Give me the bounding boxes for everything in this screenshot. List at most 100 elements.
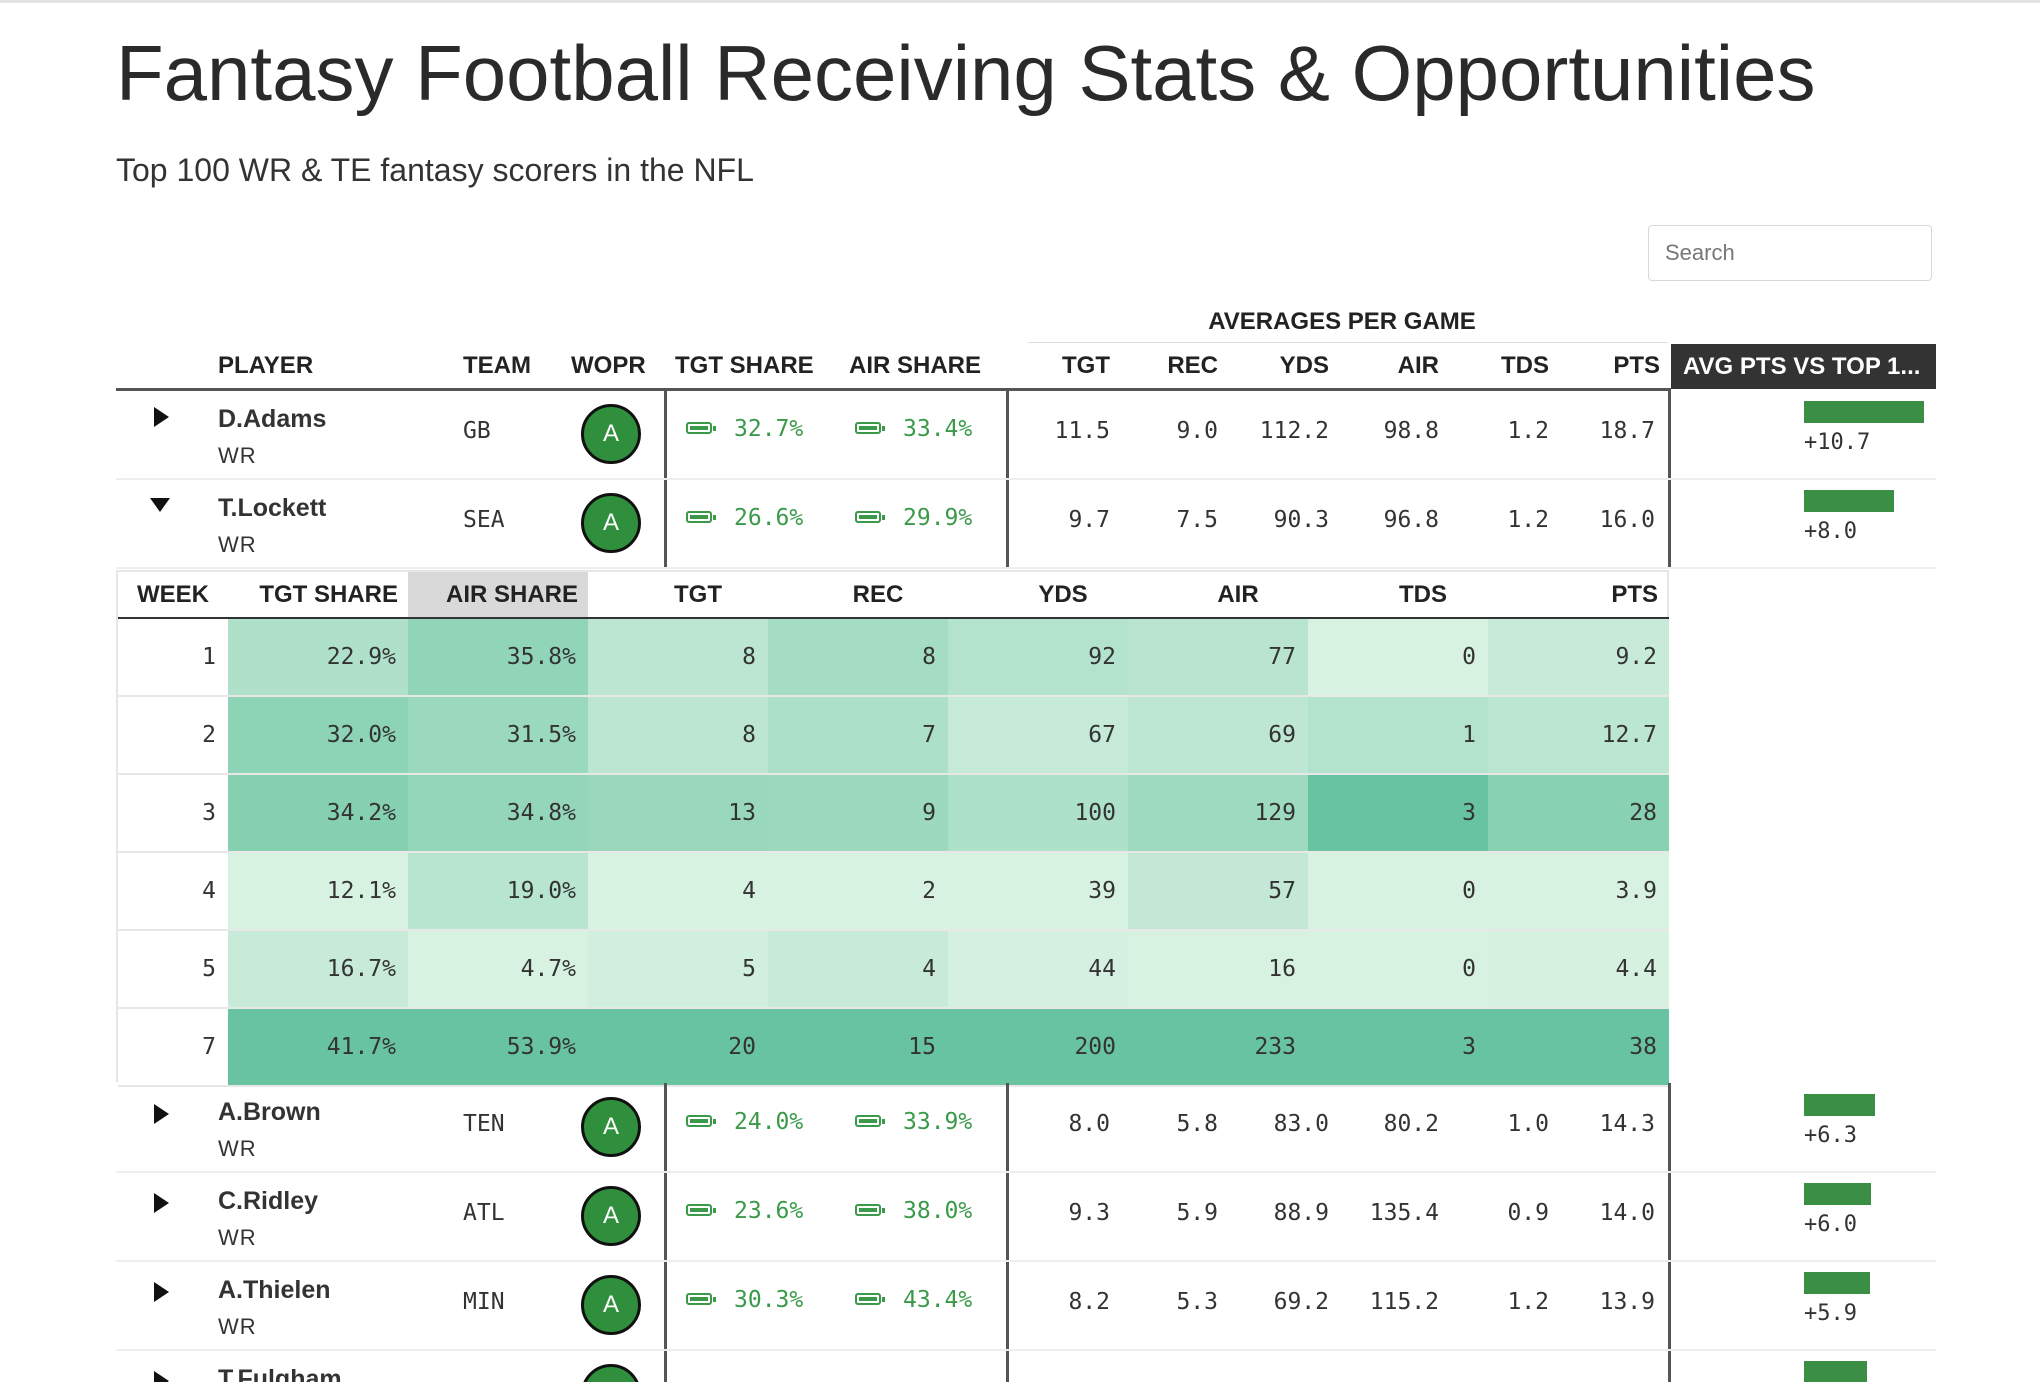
detail-col-yds[interactable]: YDS	[1038, 581, 1088, 608]
avg-air: 135.4	[1369, 1200, 1439, 1226]
avg-yds: 112.2	[1259, 418, 1329, 444]
table-row-d-adams[interactable]: D.Adams WR GB A 32.7% 33.4% 11.5 9.0 112…	[116, 391, 1936, 480]
expand-caret-icon[interactable]	[154, 1193, 169, 1213]
expand-caret-icon[interactable]	[154, 1371, 169, 1382]
heat-cell-air: 16	[1128, 931, 1308, 1007]
col-header-team[interactable]: TEAM	[463, 352, 531, 379]
divider-wopr	[664, 1083, 667, 1382]
avg-rec: 5.8	[1176, 1111, 1218, 1137]
player-name: A.Thielen	[218, 1276, 331, 1304]
heat-cell-pts: 38	[1488, 1009, 1669, 1085]
week-cell: 1	[118, 619, 228, 695]
col-header-wopr[interactable]: WOPR	[571, 352, 646, 379]
heat-cell-rec: 15	[768, 1009, 948, 1085]
col-header-air[interactable]: AIR	[1397, 352, 1439, 379]
weekly-detail-table: WEEK TGT SHARE AIR SHARE TGT REC YDS AIR…	[116, 570, 1669, 1087]
detail-row-separator	[118, 851, 1669, 853]
tgt-share-value: 23.6%	[734, 1198, 804, 1224]
detail-col-week[interactable]: WEEK	[137, 581, 209, 608]
row-separator	[116, 478, 1936, 480]
detail-row-separator	[118, 929, 1669, 931]
detail-col-rec[interactable]: REC	[852, 581, 904, 608]
detail-row-separator	[118, 1007, 1669, 1009]
col-header-air-share[interactable]: AIR SHARE	[849, 352, 982, 379]
heat-cell-yds: 200	[948, 1009, 1128, 1085]
detail-col-air[interactable]: AIR	[1217, 581, 1259, 608]
detail-col-tgt-share[interactable]: TGT SHARE	[259, 581, 398, 608]
battery-icon	[686, 1115, 716, 1127]
search-input[interactable]	[1648, 225, 1932, 281]
avg-tds: 1.2	[1507, 418, 1549, 444]
wopr-grade-badge: A	[581, 493, 641, 553]
avg-pts: 16.0	[1599, 507, 1655, 533]
heat-cell-tds: 3	[1308, 775, 1488, 851]
page-subtitle: Top 100 WR & TE fantasy scorers in the N…	[116, 152, 754, 188]
group-header-averages: AVERAGES PER GAME	[1208, 308, 1476, 335]
heat-cell-tgt: 8	[588, 619, 768, 695]
heat-cell-tds: 1	[1308, 697, 1488, 773]
avg-tgt: 9.3	[1068, 1200, 1110, 1226]
heat-cell-air: 129	[1128, 775, 1308, 851]
player-position: WR	[218, 443, 257, 468]
air-share-value: 33.4%	[903, 416, 973, 442]
avg-pts: 13.9	[1599, 1289, 1655, 1315]
heat-cell-yds: 39	[948, 853, 1128, 929]
detail-col-tds[interactable]: TDS	[1399, 581, 1447, 608]
heat-cell-tgt: 5	[588, 931, 768, 1007]
detail-row-separator	[118, 1085, 1669, 1087]
detail-col-air-share[interactable]: AIR SHARE	[408, 572, 588, 618]
vs-top-bar	[1804, 1094, 1875, 1116]
air-share-value: 38.0%	[903, 1198, 973, 1224]
heat-cell-tgt-share: 41.7%	[228, 1009, 408, 1085]
header-rule	[116, 388, 1671, 391]
detail-col-tgt[interactable]: TGT	[674, 581, 722, 608]
vs-top-value: +10.7	[1804, 430, 1871, 455]
col-header-pts[interactable]: PTS	[1613, 352, 1660, 379]
battery-icon	[686, 511, 716, 523]
col-header-tgt-share[interactable]: TGT SHARE	[675, 352, 814, 379]
avg-yds: 69.2	[1273, 1289, 1329, 1315]
col-header-tds[interactable]: TDS	[1501, 352, 1549, 379]
heat-cell-rec: 4	[768, 931, 948, 1007]
heat-cell-tgt-share: 12.1%	[228, 853, 408, 929]
avg-tds: 1.2	[1507, 507, 1549, 533]
tgt-share-value: 24.0%	[734, 1109, 804, 1135]
heat-cell-yds: 92	[948, 619, 1128, 695]
week-cell: 7	[118, 1009, 228, 1085]
row-separator	[116, 1349, 1936, 1351]
week-cell: 5	[118, 931, 228, 1007]
heat-cell-tgt-share: 34.2%	[228, 775, 408, 851]
player-team: TEN	[463, 1111, 505, 1137]
col-header-rec[interactable]: REC	[1167, 352, 1218, 379]
vs-top-bar	[1804, 1272, 1870, 1294]
table-row-c-ridley[interactable]: C.Ridley WR ATL A 23.6% 38.0% 9.3 5.9 88…	[116, 1173, 1936, 1262]
battery-icon	[855, 422, 885, 434]
col-header-yds[interactable]: YDS	[1279, 352, 1329, 379]
heat-cell-air-share: 35.8%	[408, 619, 588, 695]
table-row-t-lockett[interactable]: T.Lockett WR SEA A 26.6% 29.9% 9.7 7.5 9…	[116, 480, 1936, 569]
heat-cell-tgt: 13	[588, 775, 768, 851]
detail-col-pts[interactable]: PTS	[1611, 581, 1658, 608]
wopr-grade-badge: A	[581, 1097, 641, 1157]
heat-cell-yds: 100	[948, 775, 1128, 851]
expand-caret-icon[interactable]	[154, 1282, 169, 1302]
air-share-value: 33.9%	[903, 1109, 973, 1135]
table-row-t-fulgham[interactable]: T.Fulgham A	[116, 1351, 1936, 1382]
player-team: SEA	[463, 507, 505, 533]
vs-top-value: +6.0	[1804, 1212, 1857, 1237]
vs-top-bar	[1804, 401, 1924, 423]
collapse-caret-icon[interactable]	[150, 498, 170, 512]
heat-cell-rec: 9	[768, 775, 948, 851]
battery-icon	[686, 1204, 716, 1216]
table-row-a-brown[interactable]: A.Brown WR TEN A 24.0% 33.9% 8.0 5.8 83.…	[116, 1084, 1936, 1173]
expand-caret-icon[interactable]	[154, 1104, 169, 1124]
col-header-player[interactable]: PLAYER	[218, 352, 314, 379]
battery-icon	[686, 422, 716, 434]
table-row-a-thielen[interactable]: A.Thielen WR MIN A 30.3% 43.4% 8.2 5.3 6…	[116, 1262, 1936, 1351]
expand-caret-icon[interactable]	[154, 407, 169, 427]
player-name: A.Brown	[218, 1098, 321, 1126]
col-header-tgt[interactable]: TGT	[1062, 352, 1110, 379]
player-team: ATL	[463, 1200, 505, 1226]
col-header-avg-pts-vs-top[interactable]: AVG PTS VS TOP 1...	[1671, 344, 1936, 389]
player-name: C.Ridley	[218, 1187, 319, 1215]
